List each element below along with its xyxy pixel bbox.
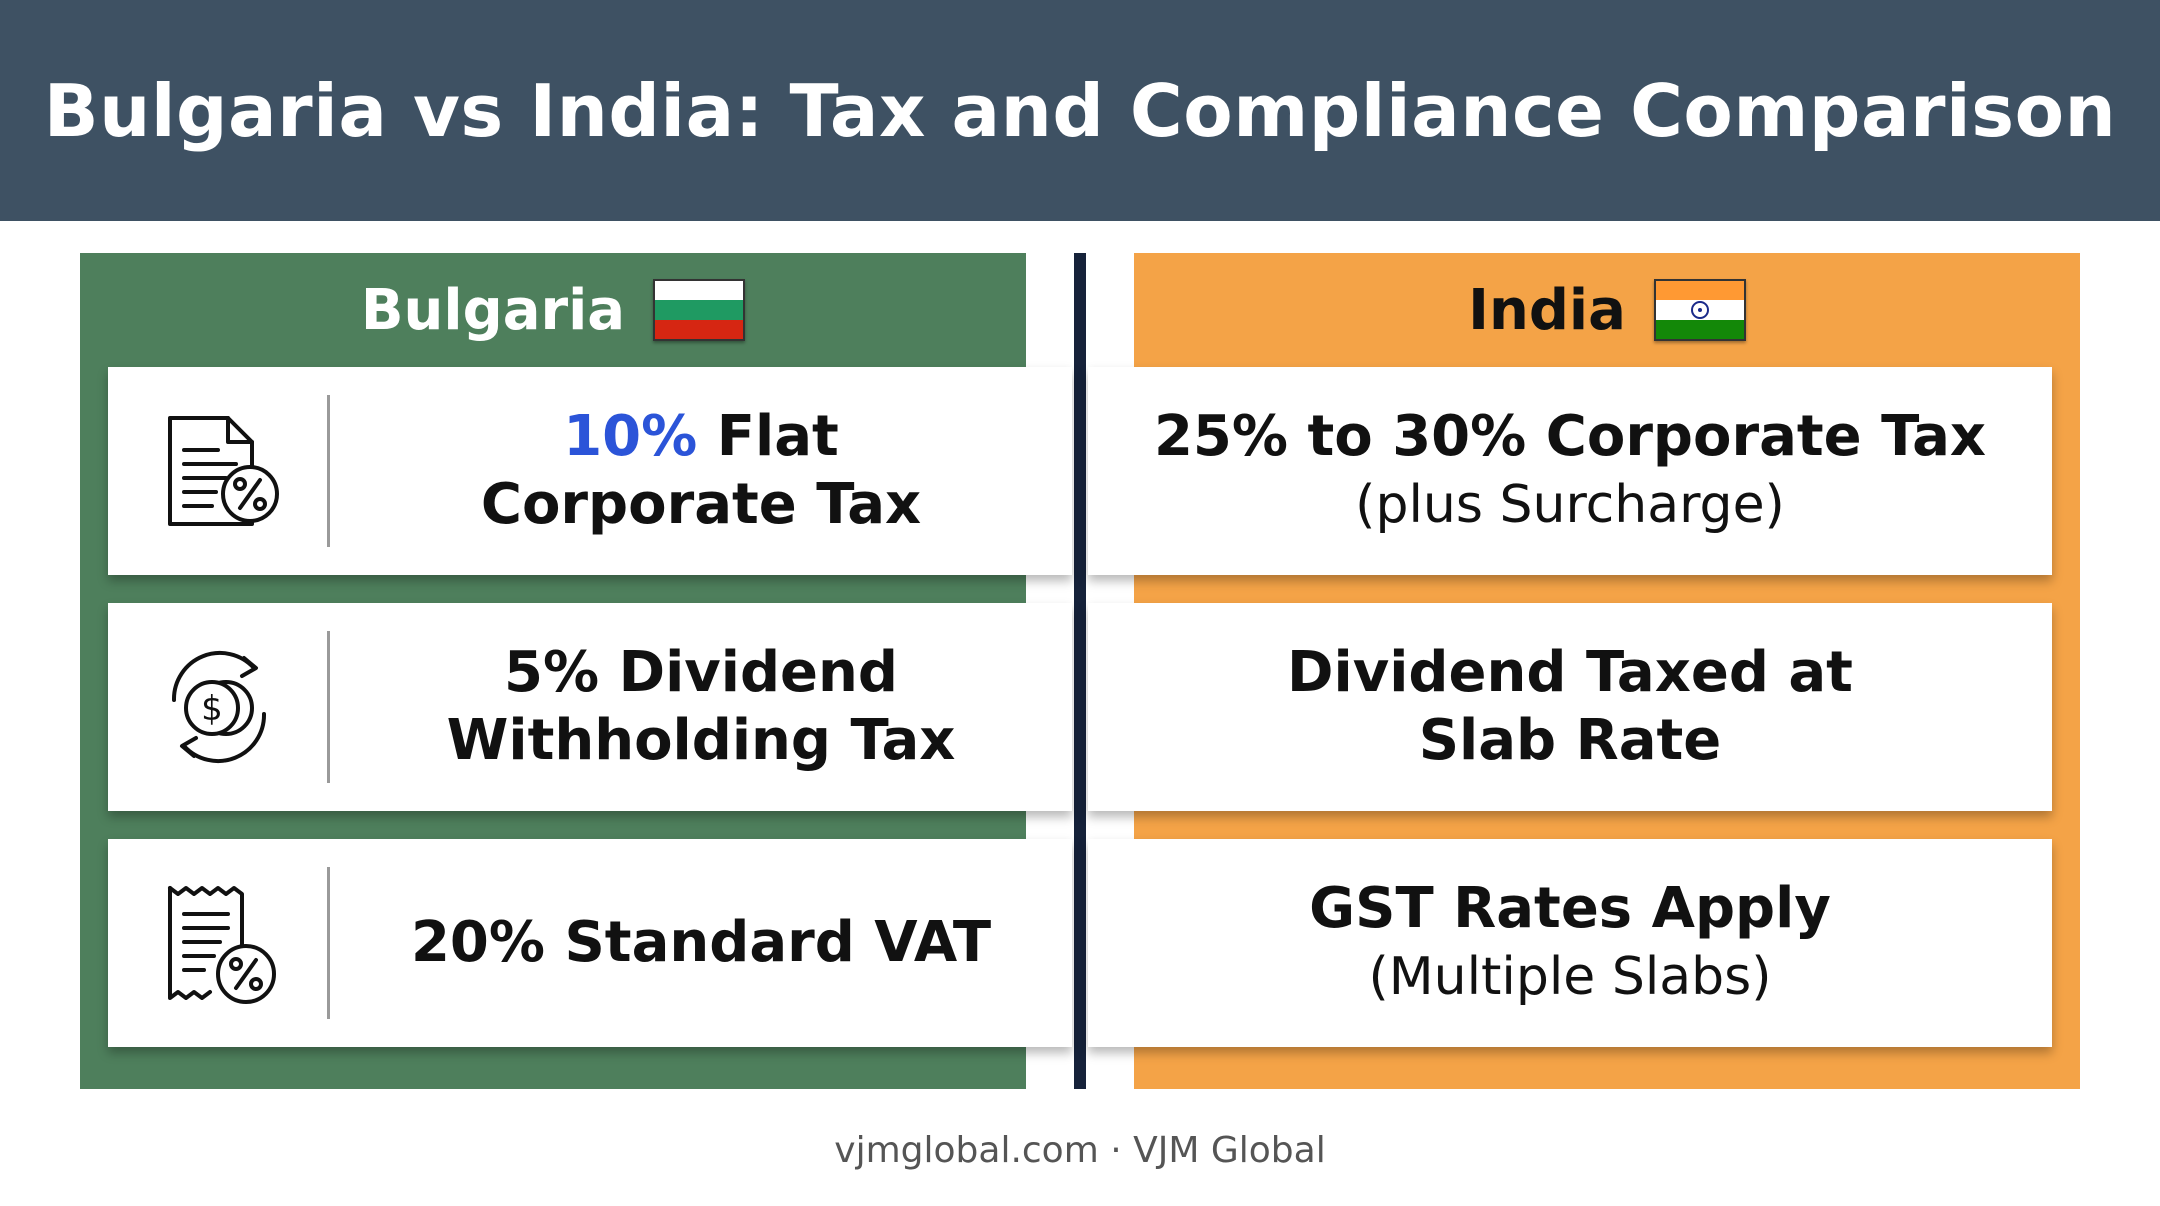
india-dividend-card: Dividend Taxed at Slab Rate bbox=[1088, 603, 2052, 811]
dividend-coin-cycle-icon: $ bbox=[171, 650, 267, 764]
header-banner: Bulgaria vs India: Tax and Compliance Co… bbox=[0, 0, 2160, 221]
india-gst-card: GST Rates Apply (Multiple Slabs) bbox=[1088, 839, 2052, 1047]
bulgaria-flag-icon bbox=[653, 279, 746, 341]
receipt-percent-icon bbox=[168, 886, 276, 1004]
bulgaria-vat-card: 20% Standard VAT bbox=[108, 839, 1072, 1047]
india-flag-icon bbox=[1653, 279, 1746, 341]
page-title: Bulgaria vs India: Tax and Compliance Co… bbox=[43, 68, 2117, 153]
footer-credit: vjmglobal.com · VJM Global bbox=[834, 1130, 1326, 1171]
text-line: (Multiple Slabs) bbox=[1368, 947, 1772, 1007]
center-divider bbox=[1074, 253, 1086, 1089]
india-dividend-text: Dividend Taxed at Slab Rate bbox=[1088, 639, 2052, 775]
text-line: Dividend Taxed at bbox=[1287, 640, 1853, 705]
bulgaria-corporate-tax-text: 10% Flat Corporate Tax bbox=[330, 403, 1072, 539]
text-line: Corporate Tax bbox=[480, 472, 922, 537]
text-line: GST Rates Apply bbox=[1309, 876, 1831, 941]
text-line: 25% to 30% Corporate Tax bbox=[1153, 404, 1987, 469]
india-panel-header: India bbox=[1134, 253, 2080, 367]
bulgaria-dividend-text: 5% Dividend Withholding Tax bbox=[330, 639, 1072, 775]
icon-cell bbox=[108, 367, 330, 575]
text-line: Withholding Tax bbox=[446, 708, 956, 773]
bulgaria-vat-text: 20% Standard VAT bbox=[330, 909, 1072, 977]
text-line: Flat bbox=[697, 404, 839, 469]
bulgaria-heading: Bulgaria bbox=[360, 277, 626, 343]
text-line: (plus Surcharge) bbox=[1355, 475, 1785, 535]
tax-document-percent-icon bbox=[168, 416, 279, 526]
india-corporate-tax-card: 25% to 30% Corporate Tax (plus Surcharge… bbox=[1088, 367, 2052, 575]
india-heading: India bbox=[1468, 277, 1626, 343]
text-line: Slab Rate bbox=[1418, 708, 1722, 773]
icon-cell bbox=[108, 839, 330, 1047]
highlight-rate: 10% bbox=[563, 404, 698, 469]
text-line: 5% Dividend bbox=[504, 640, 898, 705]
bulgaria-dividend-card: $ 5% Dividend Withholding Tax bbox=[108, 603, 1072, 811]
india-gst-text: GST Rates Apply (Multiple Slabs) bbox=[1088, 875, 2052, 1011]
icon-cell: $ bbox=[108, 603, 330, 811]
text-line: 20% Standard VAT bbox=[410, 910, 992, 975]
bulgaria-panel-header: Bulgaria bbox=[80, 253, 1026, 367]
svg-text:$: $ bbox=[201, 689, 223, 729]
ashoka-chakra-icon bbox=[1690, 301, 1709, 319]
bulgaria-corporate-tax-card: 10% Flat Corporate Tax bbox=[108, 367, 1072, 575]
india-corporate-tax-text: 25% to 30% Corporate Tax (plus Surcharge… bbox=[1088, 403, 2052, 539]
